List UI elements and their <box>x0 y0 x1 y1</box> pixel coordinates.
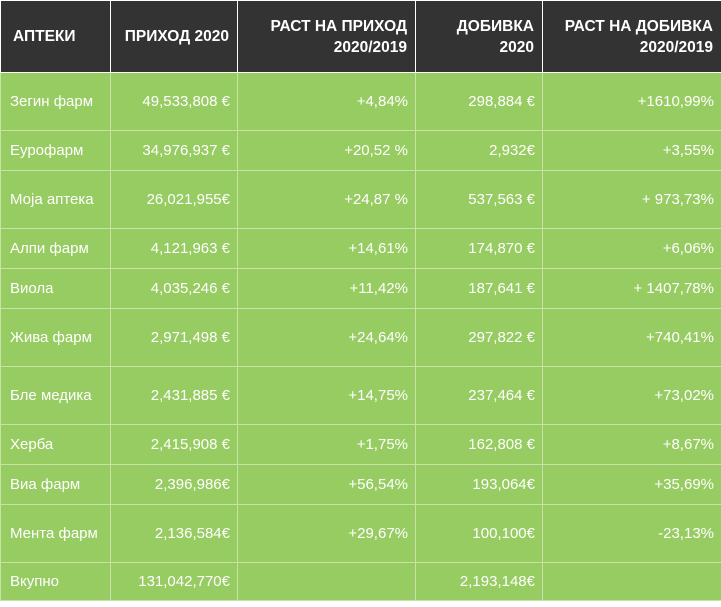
pharmacy-name-cell: Жива фарм <box>0 308 111 367</box>
profit-cell: 174,870 € <box>415 228 543 269</box>
revenue-growth-cell: +4,84% <box>237 72 416 131</box>
profit-cell: 100,100€ <box>415 504 543 563</box>
profit-growth-cell: + 973,73% <box>542 170 721 229</box>
profit-growth-cell: +3,55% <box>542 130 721 171</box>
revenue-growth-cell: +14,61% <box>237 228 416 269</box>
pharmacy-name-cell: Моја аптека <box>0 170 111 229</box>
profit-cell: 2,932€ <box>415 130 543 171</box>
revenue-cell: 49,533,808 € <box>110 72 238 131</box>
profit-cell: 537,563 € <box>415 170 543 229</box>
revenue-growth-cell: +14,75% <box>237 366 416 425</box>
header-profit-2020: ДОБИВКА 2020 <box>415 0 543 73</box>
pharmacy-name-cell: Виа фарм <box>0 464 111 505</box>
total-profit-growth-cell <box>542 562 721 601</box>
revenue-cell: 26,021,955€ <box>110 170 238 229</box>
total-profit-cell: 2,193,148€ <box>415 562 543 601</box>
revenue-cell: 2,415,908 € <box>110 424 238 465</box>
table-row: Моја аптека 26,021,955€ +24,87 % 537,563… <box>0 170 721 229</box>
profit-growth-cell: +73,02% <box>542 366 721 425</box>
table-row: Мента фарм 2,136,584€ +29,67% 100,100€ -… <box>0 504 721 563</box>
revenue-cell: 4,035,246 € <box>110 268 238 309</box>
table-row: Алпи фарм 4,121,963 € +14,61% 174,870 € … <box>0 228 721 269</box>
table-row: Жива фарм 2,971,498 € +24,64% 297,822 € … <box>0 308 721 367</box>
header-revenue-2020: ПРИХОД 2020 <box>110 0 238 73</box>
revenue-cell: 2,136,584€ <box>110 504 238 563</box>
revenue-growth-cell: +24,87 % <box>237 170 416 229</box>
pharmacy-name-cell: Зегин фарм <box>0 72 111 131</box>
revenue-growth-cell: +29,67% <box>237 504 416 563</box>
profit-cell: 162,808 € <box>415 424 543 465</box>
profit-growth-cell: + 1407,78% <box>542 268 721 309</box>
table-header: АПТЕКИ ПРИХОД 2020 РАСТ НА ПРИХОД 2020/2… <box>0 0 721 73</box>
pharmacy-name-cell: Еурофарм <box>0 130 111 171</box>
table-row: Зегин фарм 49,533,808 € +4,84% 298,884 €… <box>0 72 721 131</box>
profit-growth-cell: +740,41% <box>542 308 721 367</box>
revenue-cell: 2,971,498 € <box>110 308 238 367</box>
revenue-growth-cell: +56,54% <box>237 464 416 505</box>
revenue-growth-cell: +24,64% <box>237 308 416 367</box>
profit-growth-cell: +35,69% <box>542 464 721 505</box>
table-row: Еурофарм 34,976,937 € +20,52 % 2,932€ +3… <box>0 130 721 171</box>
total-revenue-growth-cell <box>237 562 416 601</box>
table-row: Виа фарм 2,396,986€ +56,54% 193,064€ +35… <box>0 464 721 505</box>
header-pharmacy: АПТЕКИ <box>0 0 111 73</box>
profit-cell: 297,822 € <box>415 308 543 367</box>
profit-cell: 193,064€ <box>415 464 543 505</box>
table-row: Виола 4,035,246 € +11,42% 187,641 € + 14… <box>0 268 721 309</box>
revenue-cell: 4,121,963 € <box>110 228 238 269</box>
header-revenue-growth: РАСТ НА ПРИХОД 2020/2019 <box>237 0 416 73</box>
revenue-growth-cell: +11,42% <box>237 268 416 309</box>
table-row: Бле медика 2,431,885 € +14,75% 237,464 €… <box>0 366 721 425</box>
revenue-cell: 34,976,937 € <box>110 130 238 171</box>
profit-growth-cell: -23,13% <box>542 504 721 563</box>
header-profit-growth: РАСТ НА ДОБИВКА 2020/2019 <box>542 0 721 73</box>
revenue-cell: 2,431,885 € <box>110 366 238 425</box>
total-row: Вкупно 131,042,770€ 2,193,148€ <box>0 562 721 601</box>
pharmacy-name-cell: Мента фарм <box>0 504 111 563</box>
total-label-cell: Вкупно <box>0 562 111 601</box>
profit-cell: 187,641 € <box>415 268 543 309</box>
pharmacy-name-cell: Алпи фарм <box>0 228 111 269</box>
table-row: Херба 2,415,908 € +1,75% 162,808 € +8,67… <box>0 424 721 465</box>
pharmacy-name-cell: Виола <box>0 268 111 309</box>
profit-growth-cell: +8,67% <box>542 424 721 465</box>
profit-growth-cell: +6,06% <box>542 228 721 269</box>
table-body: Зегин фарм 49,533,808 € +4,84% 298,884 €… <box>0 72 721 601</box>
header-row: АПТЕКИ ПРИХОД 2020 РАСТ НА ПРИХОД 2020/2… <box>0 0 721 73</box>
profit-growth-cell: +1610,99% <box>542 72 721 131</box>
pharmacy-name-cell: Херба <box>0 424 111 465</box>
profit-cell: 298,884 € <box>415 72 543 131</box>
revenue-cell: 2,396,986€ <box>110 464 238 505</box>
profit-cell: 237,464 € <box>415 366 543 425</box>
total-revenue-cell: 131,042,770€ <box>110 562 238 601</box>
revenue-growth-cell: +1,75% <box>237 424 416 465</box>
pharmacy-name-cell: Бле медика <box>0 366 111 425</box>
revenue-growth-cell: +20,52 % <box>237 130 416 171</box>
